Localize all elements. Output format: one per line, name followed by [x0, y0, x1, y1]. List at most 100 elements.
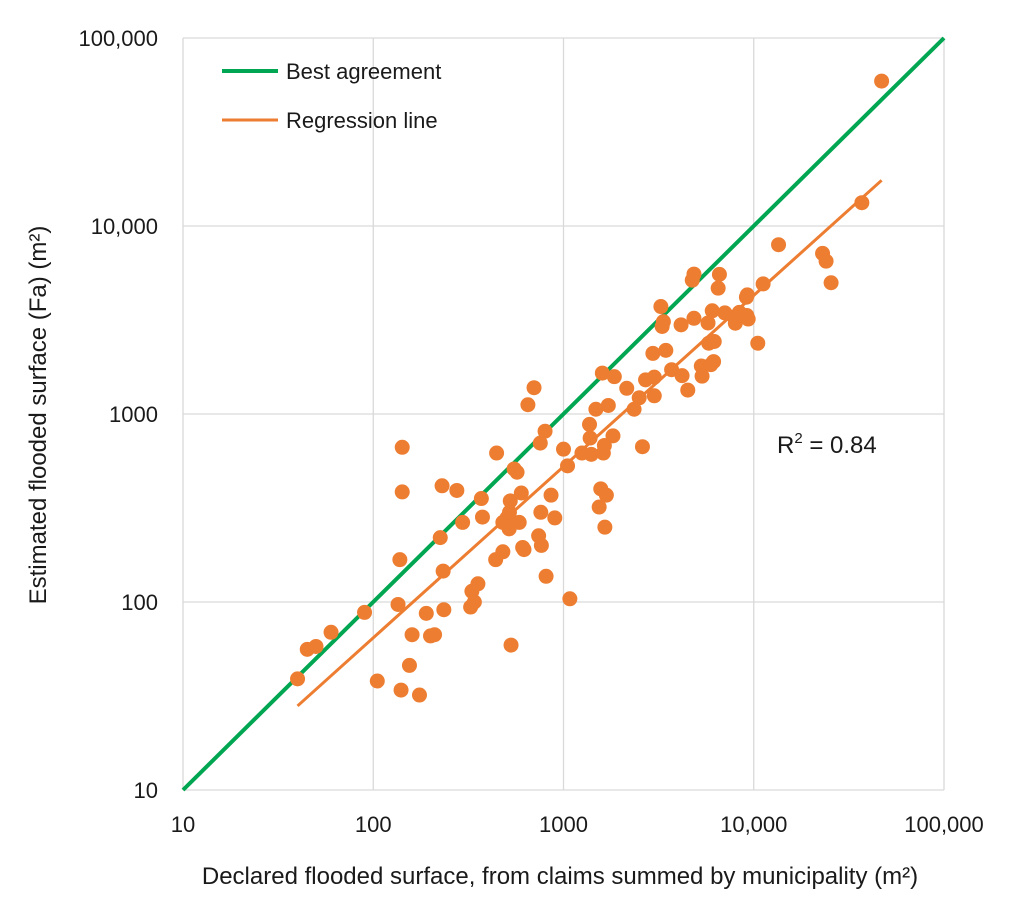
data-points: [290, 73, 890, 703]
data-point: [537, 423, 553, 439]
data-point: [290, 671, 306, 687]
data-point: [394, 439, 410, 455]
data-point: [583, 446, 599, 462]
data-point: [710, 280, 726, 296]
y-tick-label: 10,000: [91, 214, 158, 239]
data-point: [634, 439, 650, 455]
data-point: [543, 487, 559, 503]
data-point: [436, 602, 452, 618]
data-point: [503, 637, 519, 653]
data-point: [533, 504, 549, 520]
data-point: [605, 428, 621, 444]
data-point: [404, 627, 420, 643]
data-point: [562, 591, 578, 607]
data-point: [394, 484, 410, 500]
data-point: [591, 499, 607, 515]
r-squared-value: = 0.84: [803, 432, 877, 459]
data-point: [740, 311, 756, 327]
y-tick-label: 10: [134, 778, 158, 803]
data-point: [755, 276, 771, 292]
data-point: [323, 624, 339, 640]
data-point: [432, 530, 448, 546]
data-point: [449, 482, 465, 498]
data-point: [427, 627, 443, 643]
data-point: [520, 397, 536, 413]
x-axis-title: Declared flooded surface, from claims su…: [202, 863, 918, 890]
data-point: [854, 195, 870, 211]
data-point: [874, 73, 890, 89]
tick-labels: 10 10 100 100 1000 1000 10,000 10,000 100,000 100…: [78, 26, 983, 837]
data-point: [560, 458, 576, 474]
data-point: [588, 401, 604, 417]
data-point: [434, 478, 450, 494]
data-point: [401, 657, 417, 673]
data-point: [435, 563, 451, 579]
x-tick-label: 1000: [539, 812, 588, 837]
data-point: [538, 568, 554, 584]
data-point: [750, 335, 766, 351]
data-point: [619, 380, 635, 396]
data-point: [606, 369, 622, 385]
data-point: [533, 537, 549, 553]
data-point: [532, 435, 548, 451]
data-point: [392, 552, 408, 568]
data-point: [706, 334, 722, 350]
data-point: [686, 266, 702, 282]
data-point: [582, 416, 598, 432]
data-point: [706, 354, 722, 370]
data-point: [597, 519, 613, 535]
data-point: [556, 441, 571, 457]
data-point: [653, 299, 669, 315]
y-tick-label: 100,000: [78, 26, 158, 51]
data-point: [474, 509, 490, 525]
data-point: [680, 382, 696, 398]
x-tick-label: 100,000: [904, 812, 984, 837]
data-point: [686, 310, 702, 326]
data-point: [598, 487, 614, 503]
y-axis-title: Estimated flooded surface (Fa) (m²): [25, 226, 52, 605]
data-point: [473, 491, 489, 507]
y-tick-label: 100: [121, 590, 158, 615]
data-point: [390, 596, 406, 612]
data-point: [673, 317, 689, 333]
data-point: [674, 368, 690, 384]
data-point: [357, 604, 373, 620]
data-point: [626, 401, 642, 417]
data-point: [455, 514, 471, 530]
data-point: [513, 485, 529, 501]
data-point: [700, 315, 716, 331]
data-point: [411, 687, 427, 703]
data-point: [596, 437, 612, 453]
data-point: [308, 638, 324, 654]
data-point: [502, 493, 518, 509]
data-point: [818, 253, 834, 269]
data-point: [466, 594, 482, 610]
data-point: [526, 380, 542, 396]
data-point: [489, 445, 505, 461]
data-point: [694, 368, 710, 384]
data-point: [645, 345, 661, 361]
data-point: [658, 342, 674, 358]
data-point: [501, 504, 517, 520]
data-point: [582, 430, 598, 446]
data-point: [600, 397, 616, 413]
legend: Best agreement Regression line: [222, 59, 441, 133]
data-point: [655, 314, 671, 330]
data-point: [739, 287, 755, 303]
legend-label-regression-line: Regression line: [286, 108, 438, 133]
best-agreement-line: [181, 36, 946, 792]
data-point: [711, 266, 727, 282]
data-point: [771, 237, 787, 253]
legend-label-best-agreement: Best agreement: [286, 59, 441, 84]
data-point: [646, 388, 662, 404]
data-point: [495, 544, 511, 560]
data-point: [646, 369, 662, 385]
data-point: [704, 303, 720, 319]
data-point: [511, 514, 527, 530]
y-tick-label: 1000: [109, 402, 158, 427]
data-point: [393, 682, 409, 698]
data-point: [631, 390, 647, 406]
r-squared-annotation: R2 = 0.84: [777, 430, 877, 459]
r-squared-r: R: [777, 432, 794, 459]
